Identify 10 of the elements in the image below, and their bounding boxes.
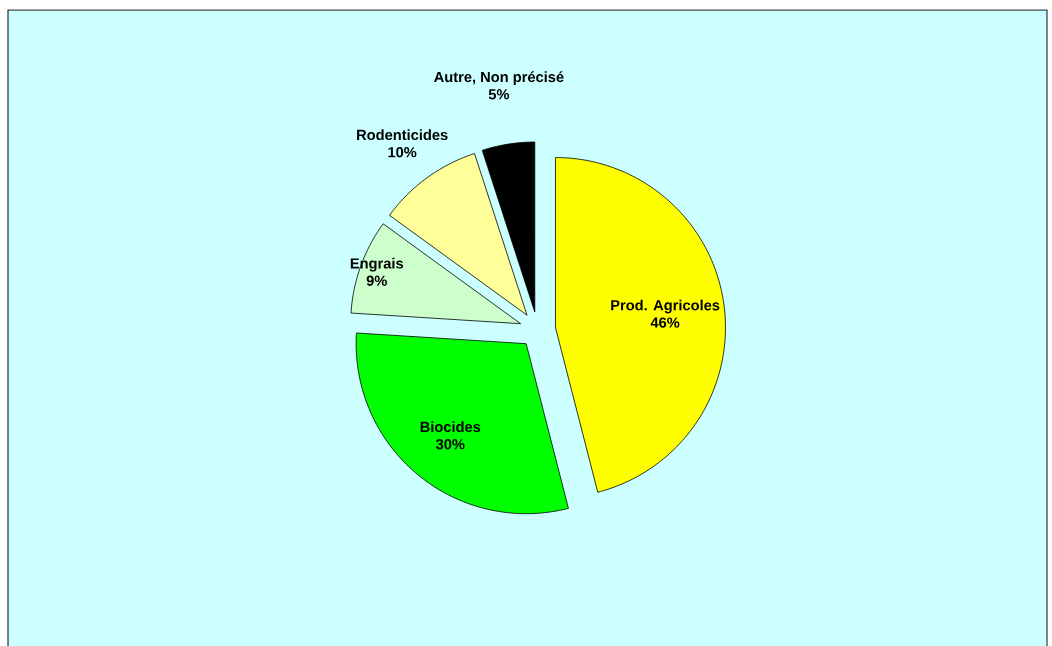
slice-label: Biocides: [420, 421, 481, 433]
data-label: 5%: [488, 89, 510, 100]
slice-label: Engrais: [350, 257, 404, 272]
data-label: 9%: [366, 275, 387, 286]
data-label: 10%: [388, 147, 417, 158]
data-label: 30%: [435, 439, 465, 450]
slice-label: Prod. Agricoles: [611, 299, 720, 314]
slice-label: Rodenticides: [357, 129, 448, 141]
data-label: 46%: [650, 317, 680, 328]
slice-label: Autre, Non précisé: [434, 71, 564, 86]
